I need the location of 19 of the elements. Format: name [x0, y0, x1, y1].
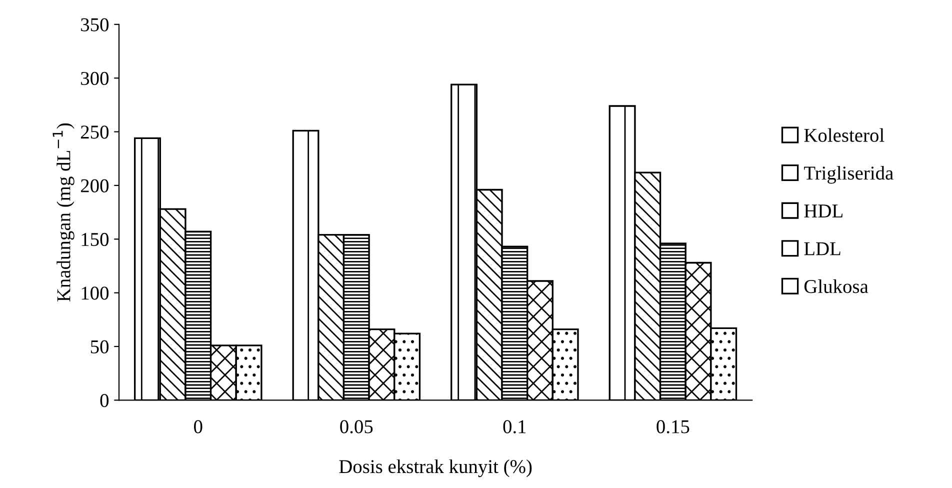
y-tick-label: 350: [81, 18, 109, 32]
y-tick-label: 250: [80, 126, 109, 139]
y-tick-label: 50: [90, 340, 109, 354]
x-tick-label: 0.1: [503, 420, 526, 434]
y-tick-label: 150: [82, 232, 109, 246]
x-tick-label: 0.05: [340, 420, 373, 434]
x-tick-label: 0.15: [656, 420, 690, 434]
legend-label: LDL: [804, 242, 840, 256]
legend-label: Trigliserida: [804, 166, 894, 184]
y-tick-label: 300: [81, 72, 109, 86]
y-tick-label: 0: [100, 394, 109, 408]
y-tick-label: 100: [82, 286, 109, 300]
y-axis-title: Knadungan (mg dL$^{−1}$): [52, 123, 74, 302]
legend-label: Glukosa: [804, 279, 868, 294]
x-axis-title: Dosis ekstrak kunyit (%): [339, 459, 532, 478]
y-tick-label: 200: [80, 179, 109, 192]
legend-label: HDL: [804, 204, 842, 218]
x-tick-label: 0: [194, 420, 202, 434]
legend-label: Kolesterol: [804, 128, 884, 142]
